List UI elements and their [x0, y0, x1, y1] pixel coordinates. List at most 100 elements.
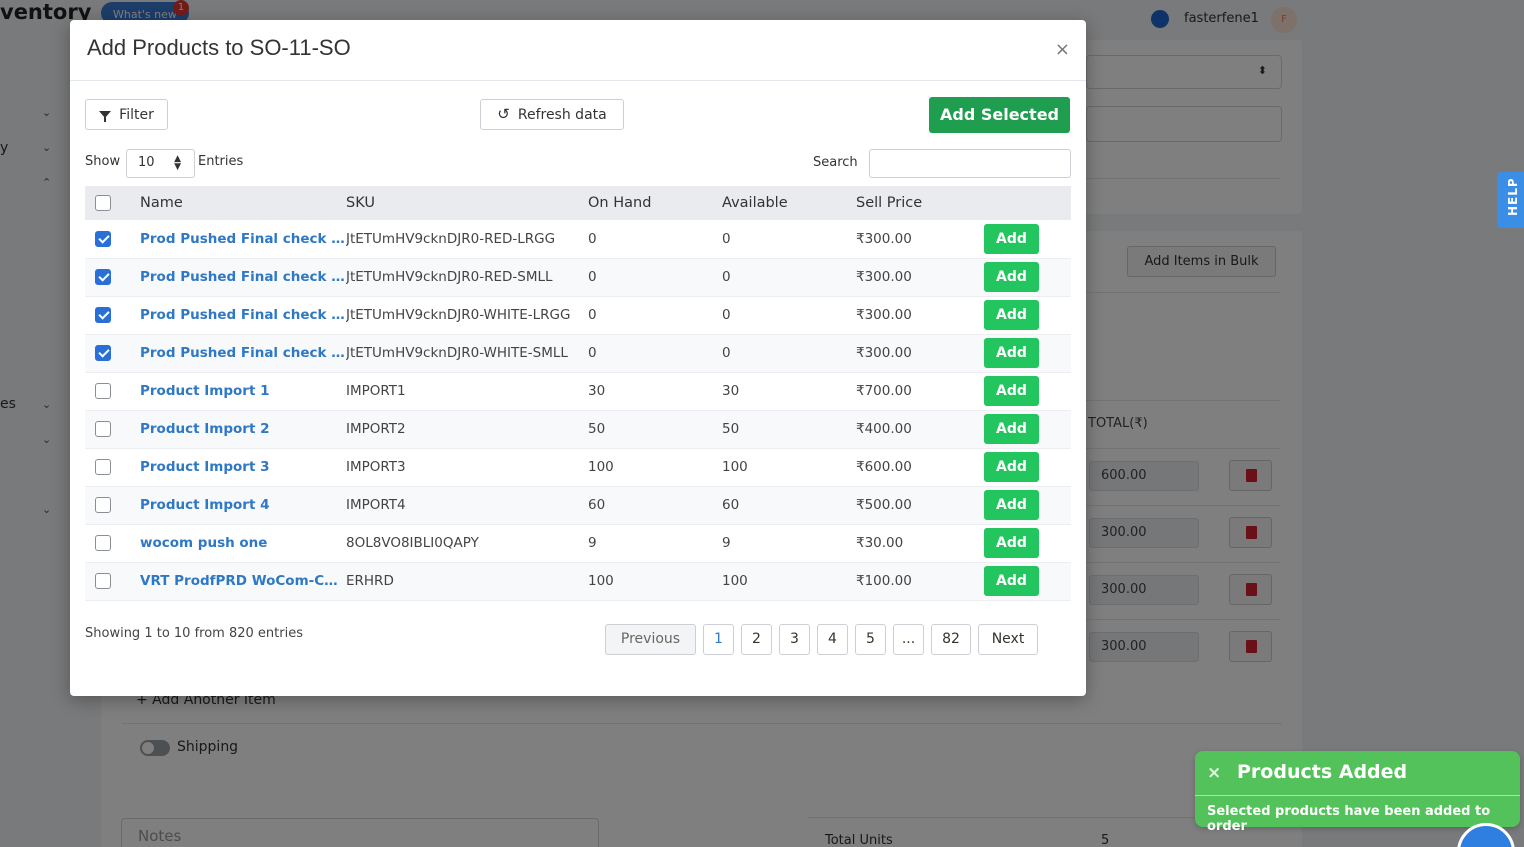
products-table: Name SKU On Hand Available Sell Price Pr…	[85, 186, 1071, 601]
page-button-1[interactable]: 1	[703, 624, 734, 655]
on-hand-cell: 50	[588, 421, 606, 437]
on-hand-cell: 0	[588, 307, 597, 323]
column-header-sku[interactable]: SKU	[346, 195, 375, 211]
sell-price-cell: ₹700.00	[856, 383, 912, 399]
filter-label: Filter	[119, 106, 154, 123]
on-hand-cell: 30	[588, 383, 606, 399]
sku-cell: JtETUmHV9cknDJR0-RED-LRGG	[346, 230, 556, 247]
column-header-available[interactable]: Available	[722, 195, 788, 211]
add-product-button[interactable]: Add	[984, 414, 1039, 444]
refresh-icon: ↺	[497, 105, 510, 123]
page-button-3[interactable]: 3	[779, 624, 810, 655]
product-name-link[interactable]: Product Import 3	[140, 459, 270, 475]
close-icon[interactable]: ×	[1207, 763, 1222, 783]
show-label: Show	[85, 154, 121, 169]
column-header-sell-price[interactable]: Sell Price	[856, 195, 923, 211]
add-selected-button[interactable]: Add Selected	[929, 97, 1070, 133]
table-row: Product Import 2 IMPORT2 50 50 ₹400.00 Add	[85, 410, 1071, 448]
sell-price-cell: ₹100.00	[856, 573, 912, 589]
next-page-button[interactable]: Next	[978, 624, 1038, 655]
row-checkbox[interactable]	[95, 307, 111, 323]
available-cell: 0	[722, 230, 731, 247]
table-row: Product Import 1 IMPORT1 30 30 ₹700.00 Add	[85, 372, 1071, 410]
product-name-link[interactable]: VRT ProdfPRD WoCom-COLOR-ERHRD	[140, 573, 345, 589]
row-checkbox[interactable]	[95, 269, 111, 285]
modal-header: Add Products to SO-11-SO ×	[70, 20, 1086, 81]
add-product-button[interactable]: Add	[984, 300, 1039, 330]
on-hand-cell: 100	[588, 459, 614, 475]
column-header-on-hand[interactable]: On Hand	[588, 195, 652, 211]
close-icon[interactable]: ×	[1054, 39, 1070, 60]
row-checkbox[interactable]	[95, 383, 111, 399]
sell-price-cell: ₹500.00	[856, 497, 912, 513]
product-name-link[interactable]: Prod Pushed Final check WHITE-LRGG	[140, 307, 345, 323]
sell-price-cell: ₹400.00	[856, 421, 912, 437]
available-cell: 9	[722, 535, 731, 551]
pagination: Previous 1 2 3 4 5 ... 82 Next	[605, 624, 1038, 655]
sku-cell: IMPORT1	[346, 383, 406, 399]
table-row: VRT ProdfPRD WoCom-COLOR-ERHRDERHRD 100 10…	[85, 562, 1071, 600]
page-button-82[interactable]: 82	[931, 624, 971, 655]
add-product-button[interactable]: Add	[984, 223, 1039, 254]
table-row: Prod Pushed Final check RED-SMLLJtETUmHV…	[85, 258, 1071, 296]
product-name-link[interactable]: Product Import 4	[140, 497, 270, 513]
add-product-button[interactable]: Add	[984, 376, 1039, 406]
sku-cell: IMPORT2	[346, 421, 406, 437]
help-tab[interactable]: HELP	[1497, 172, 1524, 228]
add-product-button[interactable]: Add	[984, 452, 1039, 482]
page-button-2[interactable]: 2	[741, 624, 772, 655]
row-checkbox[interactable]	[95, 535, 111, 551]
refresh-data-button[interactable]: ↺ Refresh data	[480, 99, 624, 130]
available-cell: 0	[722, 307, 731, 323]
sell-price-cell: ₹30.00	[856, 535, 904, 551]
sell-price-cell: ₹300.00	[856, 230, 912, 247]
sku-cell: JtETUmHV9cknDJR0-WHITE-SMLL	[346, 345, 568, 361]
on-hand-cell: 60	[588, 497, 606, 513]
select-all-checkbox[interactable]	[95, 195, 111, 211]
table-row: Product Import 3 IMPORT3 100 100 ₹600.00 Add	[85, 448, 1071, 486]
product-name-link[interactable]: Prod Pushed Final check WHITE-SMLL	[140, 345, 345, 361]
products-added-toast: × Products Added Selected products have …	[1195, 751, 1520, 834]
filter-button[interactable]: Filter	[85, 99, 168, 130]
toast-message: Selected products have been added to ord…	[1207, 804, 1491, 834]
page-button-5[interactable]: 5	[855, 624, 886, 655]
sku-cell: IMPORT4	[346, 497, 406, 513]
sell-price-cell: ₹300.00	[856, 269, 912, 285]
available-cell: 30	[722, 383, 740, 399]
sell-price-cell: ₹300.00	[856, 345, 912, 361]
available-cell: 0	[722, 345, 731, 361]
sell-price-cell: ₹600.00	[856, 459, 912, 475]
row-checkbox[interactable]	[95, 497, 111, 513]
product-name-link[interactable]: Product Import 1	[140, 383, 270, 399]
row-checkbox[interactable]	[95, 345, 111, 361]
table-row: Prod Pushed Final check RED-LRGGJtETUmHV…	[85, 220, 1071, 258]
search-input[interactable]	[869, 149, 1071, 178]
previous-page-button[interactable]: Previous	[605, 624, 696, 655]
available-cell: 100	[722, 573, 748, 589]
product-name-link[interactable]: Prod Pushed Final check RED-LRGG	[140, 230, 345, 247]
product-name-link[interactable]: wocom push one	[140, 535, 268, 551]
row-checkbox[interactable]	[95, 459, 111, 475]
entries-per-page-select[interactable]: 10 ▲ ▼	[126, 149, 195, 178]
sku-cell: ERHRD	[346, 573, 394, 589]
add-product-button[interactable]: Add	[984, 262, 1039, 292]
row-checkbox[interactable]	[95, 230, 111, 247]
row-checkbox[interactable]	[95, 573, 111, 589]
row-checkbox[interactable]	[95, 421, 111, 437]
sku-cell: JtETUmHV9cknDJR0-RED-SMLL	[346, 269, 553, 285]
filter-icon	[99, 111, 112, 122]
add-product-button[interactable]: Add	[984, 338, 1039, 368]
add-product-button[interactable]: Add	[984, 490, 1039, 520]
sku-cell: JtETUmHV9cknDJR0-WHITE-LRGG	[346, 307, 571, 323]
showing-entries-text: Showing 1 to 10 from 820 entries	[85, 626, 303, 641]
table-row: Prod Pushed Final check WHITE-SMLLJtETUm…	[85, 334, 1071, 372]
available-cell: 100	[722, 459, 748, 475]
add-product-button[interactable]: Add	[984, 566, 1039, 596]
page-button-4[interactable]: 4	[817, 624, 848, 655]
column-header-name[interactable]: Name	[140, 195, 183, 211]
add-product-button[interactable]: Add	[984, 528, 1039, 558]
sell-price-cell: ₹300.00	[856, 307, 912, 323]
product-name-link[interactable]: Prod Pushed Final check RED-SMLL	[140, 269, 345, 285]
product-name-link[interactable]: Product Import 2	[140, 421, 270, 437]
on-hand-cell: 0	[588, 230, 597, 247]
